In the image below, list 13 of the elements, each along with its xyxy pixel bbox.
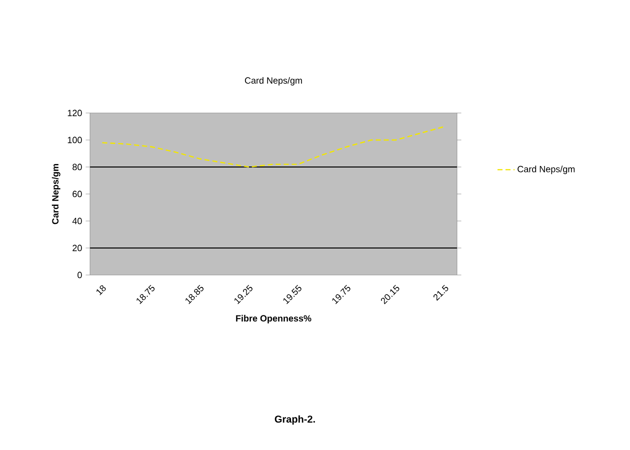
legend-label: Card Neps/gm [518,166,575,174]
y-axis-title: Card Neps/gm [52,164,60,224]
y-tick-label: 60 [72,190,82,198]
x-tick-label: 18 [96,285,106,296]
y-tick-label: 80 [72,164,82,170]
y-tick-label: 0 [78,272,82,278]
y-tick-label: 100 [68,136,82,144]
text: Graph-2. [274,415,315,425]
chart-title: Card Neps/gm [244,77,302,86]
y-tick-label: 40 [72,218,82,224]
y-tick-label: 20 [72,244,82,252]
x-axis-title: Fibre Openness% [236,314,312,324]
y-tick-label: 120 [68,110,82,116]
